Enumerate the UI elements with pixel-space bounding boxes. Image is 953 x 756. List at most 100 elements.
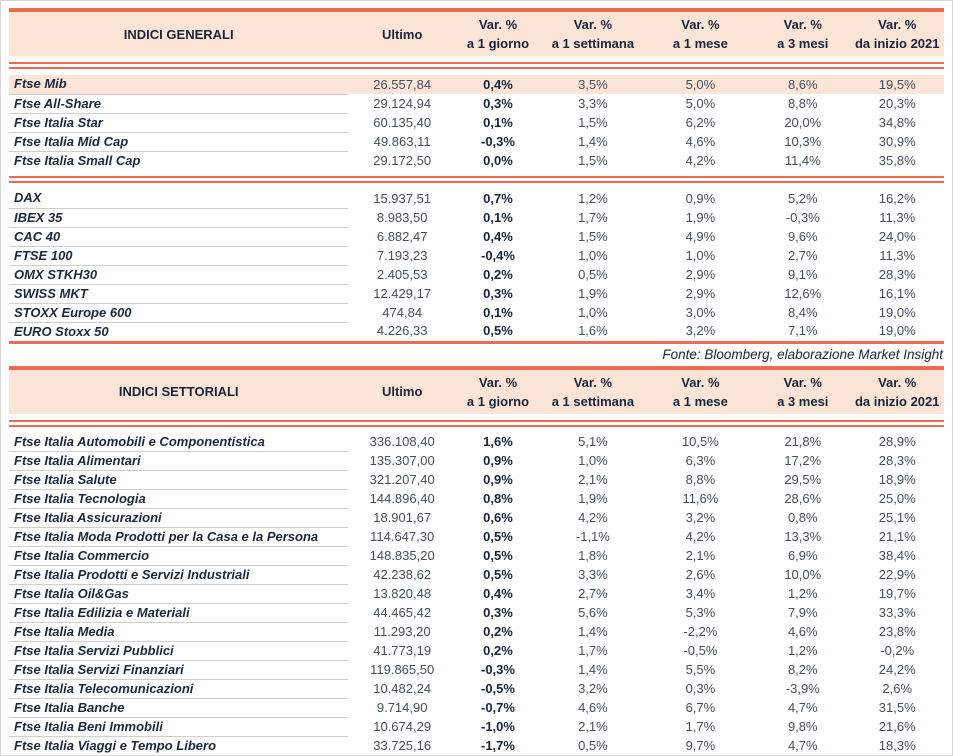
var-1week-cell: 0,5% xyxy=(578,266,608,282)
var-1week-cell: 2,1% xyxy=(578,719,608,734)
var-1day-cell: 0,3% xyxy=(483,95,513,111)
ultimo-cell: 15.937,51 xyxy=(373,190,432,206)
table-row: CAC 40 6.882,47 0,4% 1,5% 4,9% 9,6% 24,0% xyxy=(9,227,944,247)
index-name-cell: Ftse Italia Assicurazioni xyxy=(9,508,349,528)
var-1day-cell: 0,2% xyxy=(483,643,513,658)
var-1month-cell: 4,6% xyxy=(685,133,716,149)
index-name-cell: Ftse Italia Media xyxy=(9,622,349,642)
ultimo-cell: 11.293,20 xyxy=(373,624,431,639)
table-row: Ftse Italia Telecomunicazioni 10.482,24 -0… xyxy=(9,679,944,699)
ultimo-cell: 49.863,11 xyxy=(373,133,431,149)
var-1month-cell: 5,0% xyxy=(685,95,716,111)
var-1month-cell: 0,9% xyxy=(685,190,716,206)
var-1week-cell: 1,4% xyxy=(578,662,608,677)
var-1month-cell: 3,2% xyxy=(685,323,716,339)
var-ytd-cell: 19,7% xyxy=(878,586,916,601)
ultimo-cell: 135.307,00 xyxy=(369,453,435,468)
ultimo-cell: 8.983,50 xyxy=(376,209,428,225)
index-name-cell: CAC 40 xyxy=(9,227,349,247)
var-3months-cell: 28,6% xyxy=(784,491,822,506)
var-1day-cell: -0,4% xyxy=(481,247,515,263)
column-header-var-1week: Var. % a 1 settimana xyxy=(540,10,646,56)
var-1day-cell: 0,3% xyxy=(483,605,513,620)
table-row: Ftse Italia Commercio 148.835,20 0,5% 1,8% 2… xyxy=(9,546,944,566)
var-1month-cell: 6,3% xyxy=(685,453,716,468)
ultimo-cell: 119.865,50 xyxy=(370,662,435,677)
index-name-cell: Ftse Italia Salute xyxy=(9,470,349,490)
sector-indices-body: Ftse Italia Automobili e Componentistica… xyxy=(9,432,944,756)
var-1month-cell: 4,9% xyxy=(685,228,716,244)
var-1day-cell: 0,1% xyxy=(483,304,513,320)
var-1day-cell: 0,9% xyxy=(483,472,513,487)
var-ytd-cell: 30,9% xyxy=(878,133,916,149)
general-indices-section: INDICI GENERALI Ultimo Var. % a 1 giorno… xyxy=(9,8,944,366)
var-3months-cell: 4,7% xyxy=(787,700,818,715)
var-1day-cell: 0,7% xyxy=(483,190,513,206)
var-1day-cell: 0,1% xyxy=(483,209,513,225)
var-1day-cell: 0,9% xyxy=(483,453,513,468)
var-3months-cell: 6,9% xyxy=(787,548,818,563)
var-1month-cell: 3,0% xyxy=(685,304,716,320)
var-3months-cell: 1,2% xyxy=(787,643,818,658)
index-name-cell: DAX xyxy=(9,189,349,209)
var-1month-cell: 8,8% xyxy=(685,472,716,487)
table-row: SWISS MKT 12.429,17 0,3% 1,9% 2,9% 12,6% 16,1% xyxy=(9,284,944,304)
var-1week-cell: 1,7% xyxy=(578,209,608,225)
var-3months-cell: 11,4% xyxy=(784,152,821,168)
var-ytd-cell: 28,3% xyxy=(878,453,916,468)
var-3months-cell: 2,7% xyxy=(787,247,818,263)
index-name-cell: FTSE 100 xyxy=(9,246,349,266)
ultimo-cell: 60.135,40 xyxy=(373,114,432,130)
table-row: OMX STKH30 2.405,53 0,2% 0,5% 2,9% 9,1% 28,3% xyxy=(9,265,944,285)
var-1day-cell: 0,5% xyxy=(483,323,513,339)
var-3months-cell: 5,2% xyxy=(787,190,818,206)
var-1week-cell: 4,2% xyxy=(578,510,608,525)
index-name-cell: Ftse Italia Tecnologia xyxy=(9,489,349,509)
var-1month-cell: 2,9% xyxy=(685,285,716,301)
column-header-ultimo: Ultimo xyxy=(348,10,456,56)
column-header-var-1day: Var. % a 1 giorno xyxy=(455,367,541,414)
var-1day-cell: 0,1% xyxy=(483,114,513,130)
source-note: Fonte: Bloomberg, elaborazione Market In… xyxy=(662,346,943,362)
var-1month-cell: 11,6% xyxy=(682,491,719,506)
var-1week-cell: 3,3% xyxy=(578,95,608,111)
var-ytd-cell: 24,0% xyxy=(878,228,916,244)
var-1month-cell: 3,2% xyxy=(685,510,716,525)
var-1day-cell: 0,4% xyxy=(483,228,513,244)
var-1week-cell: 1,9% xyxy=(578,491,608,506)
index-name-cell: Ftse Italia Edilizia e Materiali xyxy=(9,603,349,623)
index-name-cell: Ftse Italia Small Cap xyxy=(14,152,141,168)
table-row: Ftse Italia Edilizia e Materiali 44.465,4… xyxy=(9,603,944,623)
var-1week-cell: -1,1% xyxy=(575,529,610,544)
general-indices-body: Ftse Mib 26.557,84 0,4% 3,5% 5,0% 8,6% 19,5% Ft… xyxy=(9,75,944,342)
column-header-var-1month: Var. % a 1 mese xyxy=(645,367,756,414)
var-1day-cell: 0,4% xyxy=(455,75,541,94)
index-name-cell: Ftse All-Share xyxy=(9,94,349,114)
ultimo-cell: 29.172,50 xyxy=(373,152,432,168)
var-1day-cell: 0,5% xyxy=(483,567,513,582)
ultimo-cell: 42.238,62 xyxy=(373,567,432,582)
var-ytd-cell: 35,8% xyxy=(878,152,916,168)
var-1month-cell: 10,5% xyxy=(681,434,719,449)
var-ytd-cell: 19,0% xyxy=(878,323,916,339)
var-3months-cell: 9,8% xyxy=(787,719,818,734)
table-row: Ftse Italia Assicurazioni 18.901,67 0,6% 4,… xyxy=(9,508,944,528)
var-ytd-cell: 19,0% xyxy=(878,304,916,320)
var-1week-cell: 2,1% xyxy=(578,472,608,487)
index-name-cell: Ftse Italia Viaggi e Tempo Libero xyxy=(14,738,217,753)
var-3months-cell: -0,3% xyxy=(785,209,820,225)
ultimo-cell: 474,84 xyxy=(382,304,423,320)
sector-indices-header: INDICI SETTORIALI Ultimo Var. % a 1 gior… xyxy=(9,367,944,433)
var-1week-cell: 1,2% xyxy=(578,190,608,206)
var-1month-cell: 0,3% xyxy=(685,681,716,696)
var-3months-cell: 9,1% xyxy=(787,266,818,282)
ultimo-cell: 44.465,42 xyxy=(373,605,432,620)
var-3months-cell: 7,9% xyxy=(787,605,818,620)
var-1month-cell: 5,0% xyxy=(645,75,756,94)
var-ytd-cell: 23,8% xyxy=(878,624,916,639)
index-name-cell: SWISS MKT xyxy=(9,284,349,304)
ultimo-cell: 7.193,23 xyxy=(376,247,428,263)
ultimo-cell: 2.405,53 xyxy=(376,266,428,282)
sector-indices-section: INDICI SETTORIALI Ultimo Var. % a 1 gior… xyxy=(9,365,944,756)
